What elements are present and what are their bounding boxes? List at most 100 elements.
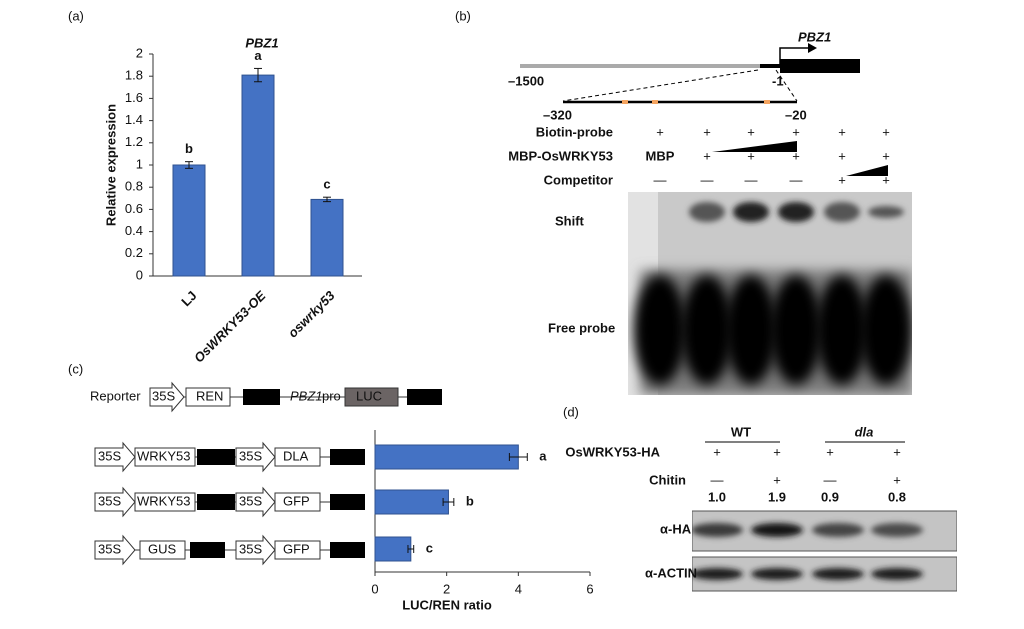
row-label: Biotin-probe	[536, 124, 613, 139]
x-tick-label: 4	[515, 581, 522, 596]
significance-letter: a	[539, 448, 547, 463]
gene-box	[274, 540, 321, 560]
group-label: dla	[855, 424, 874, 439]
y-tick-label: 0.8	[125, 179, 143, 194]
construct-text: 35S	[239, 541, 262, 556]
bar	[241, 74, 275, 277]
zoom-line	[562, 69, 759, 102]
significance-letter: c	[323, 177, 330, 192]
construct-text: 35S	[152, 388, 175, 403]
terminator	[330, 494, 365, 510]
lane-sign: +	[773, 472, 781, 487]
free-probe-band	[681, 275, 733, 385]
promoter-arrow	[149, 381, 185, 413]
lane-sign: +	[838, 124, 846, 139]
lane-sign: +	[882, 172, 890, 187]
lane-sign: +	[882, 148, 890, 163]
gene-box	[139, 540, 186, 560]
lane-sign: +	[713, 444, 721, 459]
lane-sign: —	[654, 172, 667, 187]
construct-text: LUC	[356, 388, 382, 403]
group-label: WT	[731, 424, 751, 439]
y-tick-label: 2	[136, 45, 143, 60]
lane-sign: +	[747, 148, 755, 163]
lane-sign: +	[747, 124, 755, 139]
terminator	[197, 494, 235, 510]
free-probe-band	[816, 275, 868, 385]
y-tick-label: 0.2	[125, 245, 143, 260]
quantification: 0.8	[888, 489, 906, 504]
shift-band	[868, 206, 904, 218]
terminator	[407, 389, 442, 405]
reporter-label: Reporter	[90, 388, 141, 403]
lane-sign: —	[745, 172, 758, 187]
construct-text: WRKY53	[137, 493, 190, 508]
shift-band	[824, 202, 860, 222]
gene-box	[185, 387, 231, 407]
antibody-label: α-ACTIN	[645, 565, 697, 580]
gene-box	[134, 447, 196, 467]
promoter-arrow	[94, 486, 136, 518]
lane-sign: +	[838, 172, 846, 187]
gene-box	[344, 387, 399, 407]
blot-band	[692, 568, 743, 580]
y-tick-label: 0.6	[125, 201, 143, 216]
blot-band	[812, 523, 864, 537]
y-tick-label: 1.8	[125, 68, 143, 83]
chart-title: PBZ1	[245, 35, 278, 50]
y-tick-label: 0.4	[125, 223, 143, 238]
blot-band	[751, 523, 803, 537]
position-label: –20	[785, 107, 807, 122]
y-axis-label: Relative expression	[103, 104, 118, 226]
blot-band	[871, 568, 923, 580]
lane-sign: +	[893, 472, 901, 487]
position-label: –1500	[508, 73, 544, 88]
lane-sign: —	[701, 172, 714, 187]
x-tick-label: 6	[586, 581, 593, 596]
lane-sign: +	[773, 444, 781, 459]
binding-site	[622, 100, 628, 104]
lane-sign: —	[790, 172, 803, 187]
gene-box	[134, 492, 196, 512]
panel-label: (d)	[563, 404, 579, 419]
terminator	[243, 389, 280, 405]
lane-sign: +	[792, 148, 800, 163]
construct-text: GFP	[283, 493, 310, 508]
row-label: Competitor	[544, 172, 613, 187]
construct-text: 35S	[98, 493, 121, 508]
row-label: MBP-OsWRKY53	[508, 148, 613, 163]
gene-body	[780, 59, 860, 73]
lane-sign: +	[703, 124, 711, 139]
construct-text: PBZ1	[290, 388, 323, 403]
construct-text: GFP	[283, 541, 310, 556]
significance-letter: b	[185, 141, 193, 156]
shift-band	[778, 202, 814, 222]
significance-letter: b	[466, 493, 474, 508]
significance-letter: c	[426, 540, 433, 555]
panel-label: (c)	[68, 361, 83, 376]
band-label: Shift	[555, 213, 585, 228]
free-probe-band	[770, 275, 822, 385]
promoter-arrow	[235, 441, 276, 473]
y-tick-label: 1.4	[125, 112, 143, 127]
lane-sign: +	[826, 444, 834, 459]
gel-image	[628, 192, 912, 395]
construct-text: DLA	[283, 448, 309, 463]
gene-box	[274, 492, 321, 512]
significance-letter: a	[254, 48, 262, 63]
y-tick-label: 1.2	[125, 134, 143, 149]
x-tick-label: oswrky53	[285, 287, 338, 340]
blot-band	[812, 568, 864, 580]
bar	[374, 489, 449, 515]
quantification: 1.0	[708, 489, 726, 504]
lane-sign: +	[703, 148, 711, 163]
lane-sign: —	[711, 472, 724, 487]
gene-box	[274, 447, 321, 467]
promoter-arrow	[94, 534, 136, 566]
gradient-wedge	[846, 165, 888, 176]
free-probe-band	[860, 275, 912, 385]
blot-image	[692, 510, 957, 592]
construct-text: REN	[196, 388, 223, 403]
terminator	[330, 449, 365, 465]
